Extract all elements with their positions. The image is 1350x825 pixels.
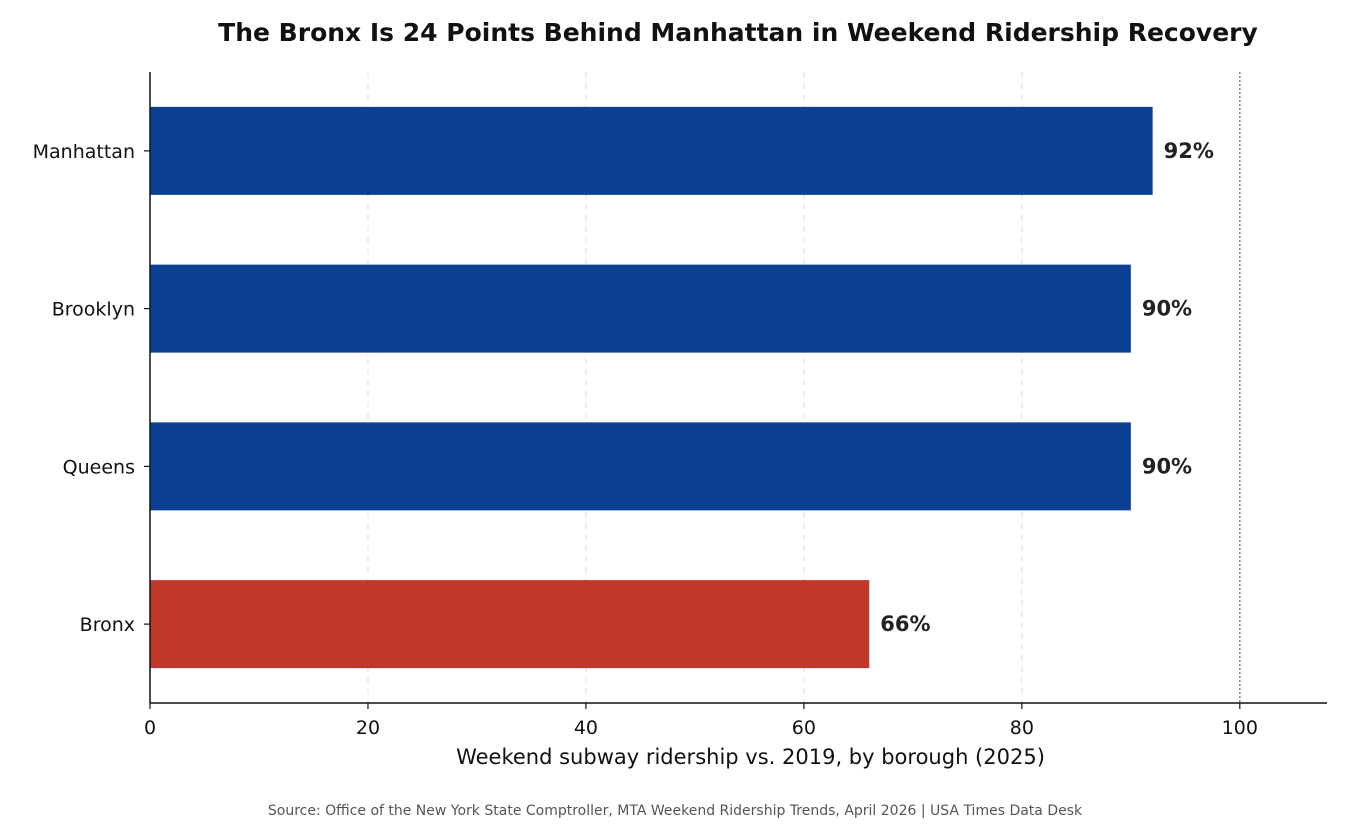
bar-brooklyn xyxy=(150,264,1131,353)
x-tick-label: 100 xyxy=(1222,717,1258,739)
source-note: Source: Office of the New York State Com… xyxy=(267,803,1083,819)
category-label: Manhattan xyxy=(33,141,135,163)
x-tick-label: 60 xyxy=(792,717,816,739)
category-label: Brooklyn xyxy=(52,299,135,321)
category-label: Bronx xyxy=(80,614,135,636)
x-tick-label: 40 xyxy=(574,717,598,739)
x-axis-title: Weekend subway ridership vs. 2019, by bo… xyxy=(456,745,1045,769)
data-labels: 92% 90% 90% 66% xyxy=(880,139,1214,636)
data-label: 92% xyxy=(1164,139,1214,163)
bar-manhattan xyxy=(150,106,1153,195)
data-label: 66% xyxy=(880,612,930,636)
x-tick-label: 20 xyxy=(356,717,380,739)
bar-queens xyxy=(150,422,1131,511)
data-label: 90% xyxy=(1142,454,1192,478)
data-label: 90% xyxy=(1142,297,1192,321)
axes: 0 20 40 60 80 100 Manhattan Brooklyn Queens Bronx xyxy=(33,72,1327,739)
chart-title: The Bronx Is 24 Points Behind Manhattan … xyxy=(218,18,1258,47)
bar-bronx xyxy=(150,580,870,669)
x-tick-label: 80 xyxy=(1010,717,1034,739)
grid-lines xyxy=(367,72,1241,703)
x-tick-label: 0 xyxy=(144,717,156,739)
bars xyxy=(150,106,1153,669)
category-label: Queens xyxy=(63,456,135,478)
